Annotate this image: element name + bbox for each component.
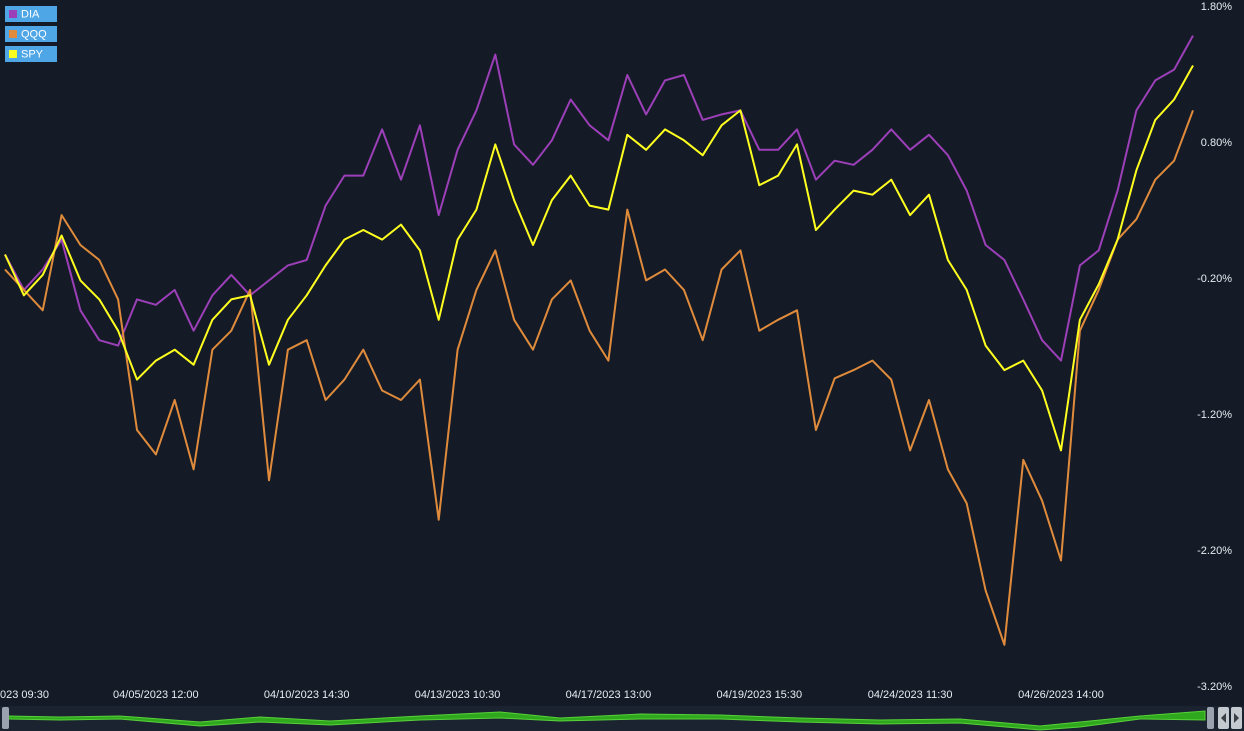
line-series [4,35,1194,362]
line-series [4,65,1194,452]
y-tick-label: 0.80% [1201,137,1232,149]
legend-swatch [9,10,17,18]
legend-label: QQQ [21,28,47,40]
navigator-area [7,710,1206,731]
legend-swatch [9,50,17,58]
legend-item [5,46,57,62]
arrow-right [1234,713,1239,723]
plot-area: 1.80% 0.80% -0.20% -1.20% -2.20% -3.20% 023 09… [0,1,1232,701]
navigator [0,706,1244,731]
line-series [4,110,1194,646]
navigator-handle-left[interactable] [2,707,9,729]
y-tick-label: -0.20% [1197,273,1232,285]
x-tick-label: 04/26/2023 14:00 [1018,689,1104,701]
y-tick-label: -2.20% [1197,545,1232,557]
x-tick-label: 04/17/2023 13:00 [566,689,652,701]
legend: DIA QQQ SPY [5,6,57,62]
arrow-left [1221,713,1226,723]
x-tick-label: 04/24/2023 11:30 [868,689,953,701]
legend-item [5,26,57,42]
legend-swatch [9,30,17,38]
x-tick-label: 04/19/2023 15:30 [716,689,802,701]
legend-item [5,6,57,22]
legend-label: DIA [21,8,40,20]
x-tick-label: 04/10/2023 14:30 [264,689,350,701]
y-tick-label: -1.20% [1197,409,1232,421]
legend-label: SPY [21,48,44,60]
y-tick-label: 1.80% [1201,1,1232,13]
x-tick-label: 023 09:30 [0,689,49,701]
navigator-handle-right[interactable] [1207,707,1214,729]
x-tick-label: 04/05/2023 12:00 [113,689,199,701]
y-tick-label: -3.20% [1197,681,1232,693]
x-tick-label: 04/13/2023 10:30 [415,689,501,701]
